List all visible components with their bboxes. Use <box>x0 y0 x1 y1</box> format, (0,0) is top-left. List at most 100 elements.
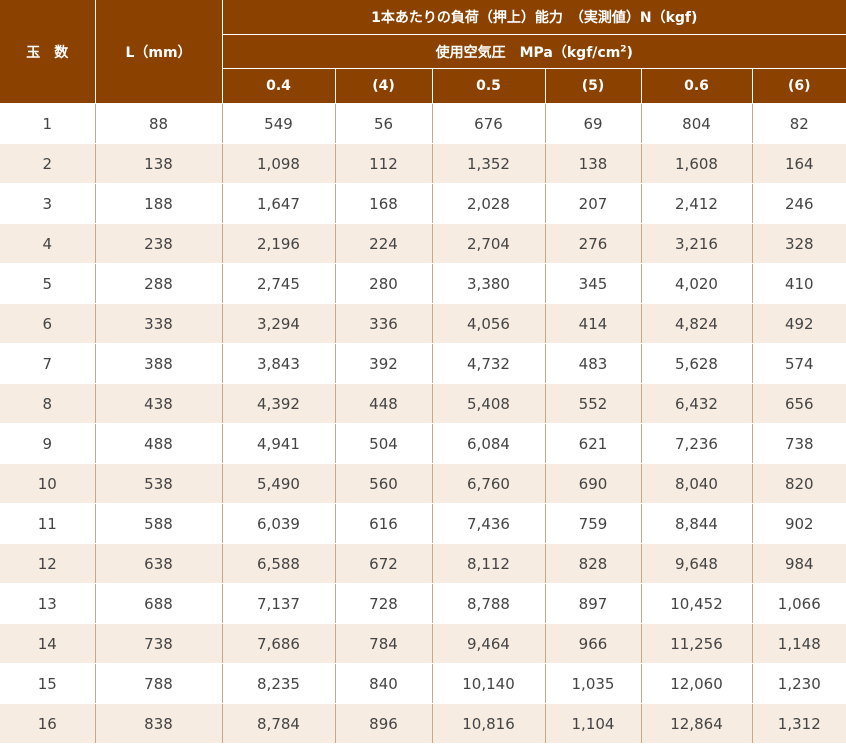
ball-count-cell: 11 <box>0 503 95 544</box>
load-5-kgf-cell: 966 <box>544 623 641 664</box>
load-6-kgf-cell: 410 <box>751 263 846 304</box>
ball-count-cell: 16 <box>0 703 95 744</box>
table-row: 14 738 7,686 784 9,464 966 11,256 1,148 <box>0 623 846 664</box>
header-pressure-5-kgf: (5) <box>544 68 642 104</box>
load-0-4-cell: 4,392 <box>221 383 335 424</box>
load-5-kgf-cell: 897 <box>544 583 641 624</box>
load-4-kgf-cell: 56 <box>334 103 432 144</box>
header-length: L（mm） <box>94 0 223 104</box>
load-0-4-cell: 1,098 <box>221 143 335 184</box>
load-0-5-cell: 10,816 <box>431 703 545 744</box>
ball-count-cell: 12 <box>0 543 95 584</box>
load-0-5-cell: 1,352 <box>431 143 545 184</box>
load-0-5-cell: 3,380 <box>431 263 545 304</box>
load-0-5-cell: 676 <box>431 103 545 144</box>
length-cell: 738 <box>94 623 222 664</box>
table-row: 12 638 6,588 672 8,112 828 9,648 984 <box>0 543 846 584</box>
load-0-6-cell: 2,412 <box>640 183 752 224</box>
ball-count-cell: 3 <box>0 183 95 224</box>
table-row: 15 788 8,235 840 10,140 1,035 12,060 1,230 <box>0 663 846 704</box>
ball-count-cell: 8 <box>0 383 95 424</box>
load-4-kgf-cell: 112 <box>334 143 432 184</box>
table-body: 1 88 549 56 676 69 804 82 2 138 1,098 112 1,352 138 1,… <box>0 103 846 744</box>
load-0-4-cell: 1,647 <box>221 183 335 224</box>
load-6-kgf-cell: 984 <box>751 543 846 584</box>
load-0-4-cell: 2,745 <box>221 263 335 304</box>
length-cell: 238 <box>94 223 222 264</box>
table-row: 1 88 549 56 676 69 804 82 <box>0 103 846 144</box>
load-5-kgf-cell: 759 <box>544 503 641 544</box>
pressure-title-sup: 2 <box>620 43 627 54</box>
load-6-kgf-cell: 82 <box>751 103 846 144</box>
load-6-kgf-cell: 246 <box>751 183 846 224</box>
header-pressure-title: 使用空気圧 MPa（kgf/cm2) <box>221 34 846 69</box>
length-cell: 138 <box>94 143 222 184</box>
load-5-kgf-cell: 207 <box>544 183 641 224</box>
load-4-kgf-cell: 728 <box>334 583 432 624</box>
load-5-kgf-cell: 552 <box>544 383 641 424</box>
load-0-6-cell: 804 <box>640 103 752 144</box>
load-0-6-cell: 11,256 <box>640 623 752 664</box>
header-pressure-0-5: 0.5 <box>431 68 546 104</box>
load-0-5-cell: 8,788 <box>431 583 545 624</box>
length-cell: 838 <box>94 703 222 744</box>
load-0-5-cell: 5,408 <box>431 383 545 424</box>
table-row: 13 688 7,137 728 8,788 897 10,452 1,066 <box>0 583 846 624</box>
load-0-5-cell: 6,084 <box>431 423 545 464</box>
load-4-kgf-cell: 280 <box>334 263 432 304</box>
load-4-kgf-cell: 784 <box>334 623 432 664</box>
load-6-kgf-cell: 1,312 <box>751 703 846 744</box>
load-0-5-cell: 2,028 <box>431 183 545 224</box>
load-5-kgf-cell: 69 <box>544 103 641 144</box>
load-4-kgf-cell: 448 <box>334 383 432 424</box>
header-pressure-6-kgf: (6) <box>751 68 846 104</box>
load-4-kgf-cell: 504 <box>334 423 432 464</box>
load-6-kgf-cell: 492 <box>751 303 846 344</box>
ball-count-cell: 2 <box>0 143 95 184</box>
table-row: 4 238 2,196 224 2,704 276 3,216 328 <box>0 223 846 264</box>
load-5-kgf-cell: 690 <box>544 463 641 504</box>
load-6-kgf-cell: 574 <box>751 343 846 384</box>
load-0-6-cell: 6,432 <box>640 383 752 424</box>
load-0-6-cell: 1,608 <box>640 143 752 184</box>
length-cell: 638 <box>94 543 222 584</box>
load-0-5-cell: 10,140 <box>431 663 545 704</box>
length-cell: 688 <box>94 583 222 624</box>
load-6-kgf-cell: 1,148 <box>751 623 846 664</box>
length-cell: 288 <box>94 263 222 304</box>
load-0-4-cell: 5,490 <box>221 463 335 504</box>
table-row: 10 538 5,490 560 6,760 690 8,040 820 <box>0 463 846 504</box>
load-0-6-cell: 10,452 <box>640 583 752 624</box>
load-5-kgf-cell: 483 <box>544 343 641 384</box>
load-0-5-cell: 2,704 <box>431 223 545 264</box>
pressure-title-prefix: 使用空気圧 MPa（kgf/cm <box>435 44 621 61</box>
load-0-4-cell: 6,588 <box>221 543 335 584</box>
ball-count-cell: 14 <box>0 623 95 664</box>
load-0-6-cell: 12,060 <box>640 663 752 704</box>
load-5-kgf-cell: 276 <box>544 223 641 264</box>
ball-count-cell: 6 <box>0 303 95 344</box>
load-6-kgf-cell: 1,230 <box>751 663 846 704</box>
load-0-6-cell: 3,216 <box>640 223 752 264</box>
table-row: 16 838 8,784 896 10,816 1,104 12,864 1,312 <box>0 703 846 744</box>
load-0-4-cell: 8,784 <box>221 703 335 744</box>
load-6-kgf-cell: 820 <box>751 463 846 504</box>
load-0-5-cell: 9,464 <box>431 623 545 664</box>
load-0-4-cell: 8,235 <box>221 663 335 704</box>
load-6-kgf-cell: 902 <box>751 503 846 544</box>
table-row: 2 138 1,098 112 1,352 138 1,608 164 <box>0 143 846 184</box>
table-row: 3 188 1,647 168 2,028 207 2,412 246 <box>0 183 846 224</box>
load-4-kgf-cell: 616 <box>334 503 432 544</box>
ball-count-cell: 9 <box>0 423 95 464</box>
length-cell: 488 <box>94 423 222 464</box>
load-0-6-cell: 9,648 <box>640 543 752 584</box>
load-0-6-cell: 8,844 <box>640 503 752 544</box>
load-0-5-cell: 4,056 <box>431 303 545 344</box>
load-5-kgf-cell: 138 <box>544 143 641 184</box>
load-0-6-cell: 7,236 <box>640 423 752 464</box>
load-0-4-cell: 7,137 <box>221 583 335 624</box>
length-cell: 588 <box>94 503 222 544</box>
load-0-6-cell: 5,628 <box>640 343 752 384</box>
pressure-title-suffix: ) <box>626 44 633 61</box>
load-5-kgf-cell: 621 <box>544 423 641 464</box>
